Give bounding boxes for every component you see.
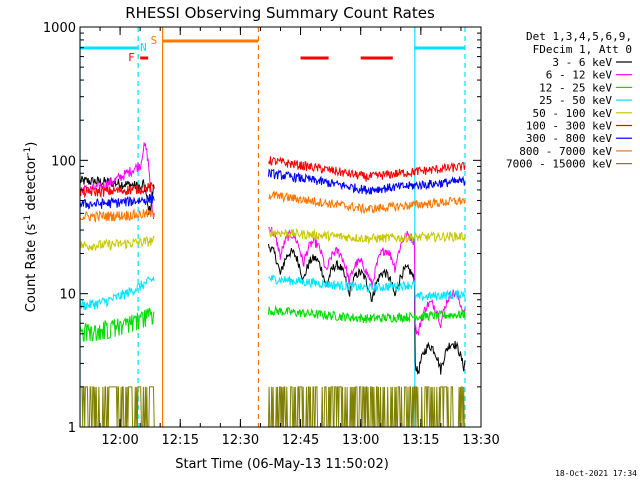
x-tick-label: 12:30 (222, 433, 259, 448)
y-tick-label: 10 (59, 288, 76, 303)
series-line (80, 304, 466, 342)
series-line (80, 273, 466, 311)
timestamp: 18-Oct-2021 17:34 (555, 469, 637, 478)
x-axis-label: Start Time (06-May-13 11:50:02) (175, 457, 389, 472)
legend: Det 1,3,4,5,6,9,FDecim 1, Att 03 - 6 keV… (506, 30, 632, 171)
chart-title: RHESSI Observing Summary Count Rates (125, 4, 435, 22)
legend-label: 300 - 800 keV (526, 132, 612, 145)
series-line (80, 168, 466, 210)
legend-label: 3 - 6 keV (552, 56, 612, 69)
legend-label: 800 - 7000 keV (519, 145, 612, 158)
legend-label: 12 - 25 keV (539, 81, 612, 94)
y-tick-label: 1000 (43, 21, 76, 36)
series-line (80, 156, 466, 199)
series-line (80, 190, 466, 223)
x-tick-label: 13:30 (462, 433, 499, 448)
legend-header: Det 1,3,4,5,6,9, (526, 30, 632, 43)
y-axis-label: Count Rate (s-1 detector-1) (23, 142, 39, 313)
legend-label: 25 - 50 keV (539, 94, 612, 107)
series-line (80, 227, 466, 252)
y-tick-label: 100 (51, 154, 76, 169)
x-tick-label: 13:00 (342, 433, 379, 448)
legend-label: 6 - 12 keV (546, 69, 613, 82)
flag-label: F (128, 51, 135, 64)
legend-label: 50 - 100 keV (533, 107, 613, 120)
x-tick-label: 12:45 (282, 433, 319, 448)
x-tick-label: 13:15 (402, 433, 439, 448)
y-tick-label: 1 (68, 421, 76, 436)
x-tick-label: 12:15 (162, 433, 199, 448)
flag-label: N (140, 41, 147, 54)
x-tick-label: 12:00 (101, 433, 138, 448)
legend-header: FDecim 1, Att 0 (533, 43, 632, 56)
legend-label: 7000 - 15000 keV (506, 158, 612, 171)
flag-label: S (151, 34, 158, 47)
series-line (80, 386, 465, 427)
legend-label: 100 - 300 keV (526, 120, 612, 133)
